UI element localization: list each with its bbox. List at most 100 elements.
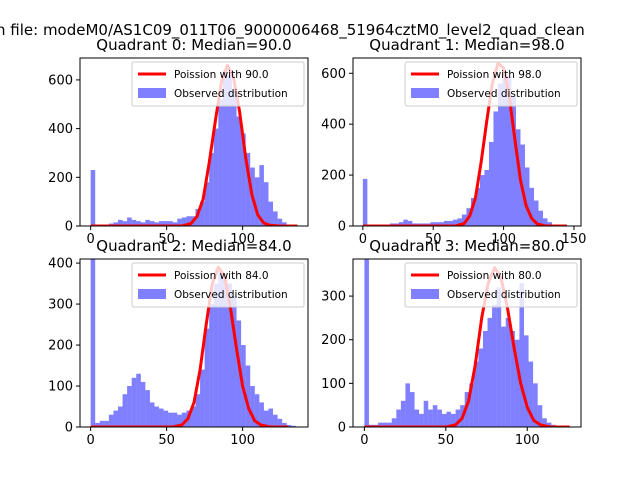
x-tick-label: 100	[515, 433, 540, 448]
histogram-bar	[286, 424, 292, 427]
x-tick-label: 50	[158, 433, 175, 448]
histogram-bar	[163, 221, 169, 226]
histogram-bar	[505, 317, 511, 427]
histogram-bar	[218, 271, 223, 427]
histogram-bar	[136, 221, 141, 226]
legend-label-observed: Observed distribution	[174, 88, 288, 100]
subplot-title: Quadrant 2: Median=84.0	[96, 237, 291, 255]
histogram-bar	[461, 214, 467, 226]
histogram-bar	[172, 412, 178, 427]
figure-suptitle: n file: modeM0/AS1C09_011T06_9000006468_…	[0, 21, 585, 40]
axes-frame	[79, 258, 309, 428]
histogram-bar	[487, 317, 493, 427]
histogram-bar	[149, 221, 155, 226]
histogram-bar	[378, 422, 383, 427]
legend: Poission with 84.0 Observed distribution	[131, 262, 305, 308]
histogram-bar	[469, 383, 474, 427]
y-tick-label: 0	[65, 421, 73, 436]
histogram-bar	[533, 383, 538, 427]
histogram-bar	[104, 420, 109, 427]
histogram-bar	[273, 414, 278, 427]
histogram-bar	[437, 409, 442, 427]
histogram-bar	[391, 418, 397, 427]
histogram-bar	[113, 222, 118, 226]
legend-label-observed: Observed distribution	[447, 88, 561, 100]
histogram-bar	[364, 259, 369, 427]
histogram-bar	[99, 420, 105, 427]
histogram-bar	[245, 152, 251, 226]
histogram-bar	[168, 412, 173, 427]
histogram-bar	[515, 129, 521, 226]
histogram-bar	[213, 283, 219, 427]
histogram-bar	[263, 182, 269, 226]
x-tick-label: 100	[230, 232, 255, 247]
histogram-bar	[533, 200, 539, 226]
histogram-bar	[543, 218, 548, 226]
histogram-bar	[546, 422, 552, 427]
x-tick-label: 0	[359, 232, 367, 247]
histogram-bar	[282, 222, 287, 226]
histogram-bar	[451, 413, 456, 427]
histogram-bar	[524, 167, 530, 226]
histogram-bar	[186, 216, 191, 226]
histogram-bar	[382, 422, 388, 427]
subplot-quadrant-1: 0 50 100 150 0 200 400 600 Quadrant 1: Median=98…	[321, 36, 586, 247]
y-tick-label: 400	[48, 257, 73, 272]
histogram-bar	[232, 89, 237, 226]
histogram-bar	[457, 218, 462, 226]
legend: Poission with 98.0 Observed distribution	[404, 61, 578, 107]
histogram-bar	[90, 170, 96, 226]
subplot-title: Quadrant 3: Median=80.0	[369, 237, 564, 255]
axes-frame	[352, 258, 582, 428]
histogram-bar	[209, 304, 214, 427]
x-tick-label: 100	[491, 232, 516, 247]
histogram-bar	[227, 283, 232, 427]
histogram-bar	[510, 331, 515, 427]
histogram-bar	[213, 128, 219, 226]
histogram-bar	[159, 408, 164, 427]
x-tick-label: 0	[360, 433, 368, 448]
histogram-bar	[108, 414, 114, 427]
histogram-bar	[232, 295, 237, 427]
histogram-bar	[222, 279, 228, 427]
histogram-bar	[282, 422, 287, 427]
axes-frame	[352, 57, 582, 227]
histogram-bar	[434, 222, 440, 226]
histogram-bar	[398, 222, 404, 226]
histogram-bar	[131, 377, 137, 427]
histogram-bar	[547, 222, 553, 226]
histogram-bar	[501, 326, 506, 427]
histogram	[364, 259, 556, 427]
histogram-bar	[473, 361, 479, 427]
histogram-bar	[452, 219, 458, 226]
histogram-bar	[455, 409, 461, 427]
histogram-bar	[493, 111, 498, 226]
legend-label-poisson: Poission with 90.0	[174, 69, 269, 81]
histogram-bar	[254, 177, 260, 226]
histogram-bar	[236, 116, 242, 226]
histogram-bar	[145, 219, 150, 226]
histogram-bar	[145, 390, 150, 427]
histogram-bar	[122, 221, 128, 226]
histogram-bar	[140, 222, 146, 226]
histogram-bar	[268, 201, 274, 226]
histogram-bar	[268, 408, 274, 427]
histogram-bar	[236, 320, 242, 427]
y-tick-label: 400	[321, 118, 346, 133]
x-tick-label: 50	[438, 433, 455, 448]
histogram	[90, 259, 296, 427]
x-tick-label: 0	[86, 232, 94, 247]
histogram-bar	[400, 400, 406, 427]
histogram-bar	[414, 409, 420, 427]
histogram-bar	[149, 402, 155, 427]
histogram-bar	[159, 221, 164, 226]
histogram-bar	[122, 394, 128, 427]
legend-label-observed: Observed distribution	[174, 289, 288, 301]
histogram-bar	[405, 383, 410, 427]
legend-box	[404, 61, 578, 107]
histogram-bar	[482, 331, 488, 427]
y-tick-label: 0	[65, 220, 73, 235]
subplot-grid: 0 50 100 0 200 400 600 Quadrant 0: Median=90.0 P…	[48, 36, 586, 448]
y-tick-label: 300	[48, 298, 73, 313]
